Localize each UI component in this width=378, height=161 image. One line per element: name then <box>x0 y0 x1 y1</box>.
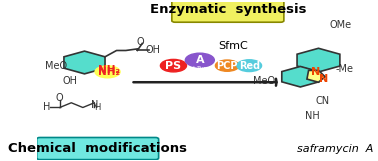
Text: H: H <box>94 103 101 112</box>
Text: saframycin  A: saframycin A <box>297 144 373 154</box>
Text: N: N <box>91 100 98 110</box>
FancyBboxPatch shape <box>37 137 159 160</box>
Circle shape <box>185 53 214 67</box>
Text: OMe: OMe <box>330 20 352 30</box>
Text: CN: CN <box>316 96 330 106</box>
Polygon shape <box>307 70 325 82</box>
Polygon shape <box>282 66 319 87</box>
Text: A: A <box>195 55 204 65</box>
Polygon shape <box>297 48 340 72</box>
Text: -Me: -Me <box>336 64 354 74</box>
Circle shape <box>95 66 120 78</box>
Text: MeO: MeO <box>45 62 67 71</box>
Text: OH: OH <box>145 45 160 55</box>
Polygon shape <box>64 51 105 74</box>
Text: NH₂: NH₂ <box>98 65 119 75</box>
Circle shape <box>215 60 239 71</box>
Text: NH₂: NH₂ <box>98 67 119 77</box>
Text: O: O <box>136 37 144 47</box>
Circle shape <box>237 60 262 71</box>
Text: Chemical  modifications: Chemical modifications <box>8 142 187 155</box>
Text: PCP: PCP <box>217 61 238 71</box>
FancyBboxPatch shape <box>172 0 284 22</box>
Text: SfmC: SfmC <box>218 41 248 51</box>
Text: N: N <box>311 67 320 77</box>
Text: H: H <box>43 103 50 113</box>
Circle shape <box>160 59 186 72</box>
Text: Red: Red <box>239 61 260 71</box>
Text: L-Tyr: L-Tyr <box>193 66 207 71</box>
Text: N: N <box>319 74 328 84</box>
Text: O: O <box>56 93 64 103</box>
Text: PS: PS <box>166 61 181 71</box>
Text: OH: OH <box>62 76 77 86</box>
Text: NH: NH <box>305 111 320 121</box>
Text: Enzymatic  synthesis: Enzymatic synthesis <box>150 3 306 16</box>
Text: MeO: MeO <box>253 76 275 86</box>
